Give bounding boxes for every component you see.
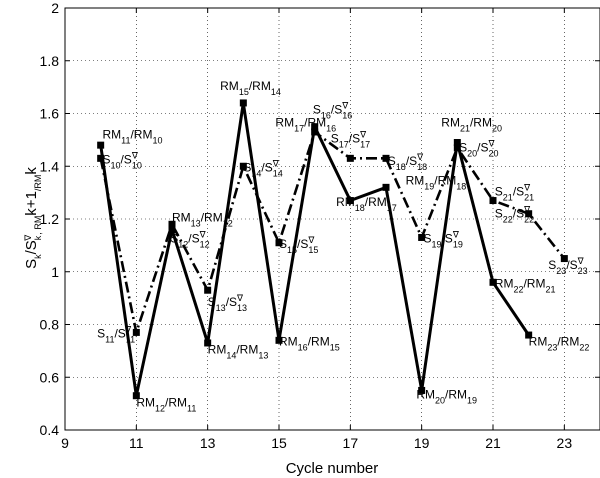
y-tick-label: 0.6 (40, 369, 60, 385)
data-marker (525, 210, 533, 218)
series-annotation: RM16/RM15 (279, 335, 340, 353)
data-marker (168, 220, 176, 228)
series-layer (97, 99, 568, 400)
data-marker (311, 123, 319, 131)
series-annotation: RM23/RM22 (529, 335, 590, 353)
data-marker (97, 141, 105, 149)
data-marker (453, 144, 461, 152)
x-tick-label: 11 (129, 435, 144, 451)
data-marker (168, 226, 176, 234)
data-marker (382, 154, 390, 162)
data-marker (97, 154, 105, 162)
x-tick-label: 21 (485, 435, 501, 451)
series-annotation: RM11/RM10 (102, 128, 162, 146)
series-annotation: S20/S20∇ (459, 139, 498, 159)
y-tick-label: 1.2 (40, 211, 60, 227)
data-marker (204, 339, 212, 347)
data-marker (453, 139, 461, 147)
axes-layer: 9 11 13 15 17 19 21 23 0.4 0.6 0.8 1 1.2 1.4 1.6 1.8 2 (40, 0, 600, 451)
data-marker (382, 183, 390, 191)
y-tick-label: 1.6 (40, 106, 60, 122)
series-line-2 (99, 129, 566, 338)
series-annotation: S11/S11∇ (97, 325, 135, 345)
data-marker (418, 386, 426, 394)
series-annotation: RM12/RM11 (136, 395, 196, 413)
series-annotation: RM21/RM20 (441, 116, 502, 134)
data-marker (132, 328, 140, 336)
series-annotation: RM17/RM16 (275, 116, 336, 134)
data-marker (346, 154, 354, 162)
series-annotation: RM20/RM19 (416, 387, 477, 405)
series-annotation: RM15/RM14 (220, 79, 281, 97)
series-annotation: S21/S21∇ (495, 182, 534, 202)
x-tick-label: 19 (414, 435, 430, 451)
series-annotation: RM18/RM17 (336, 195, 397, 213)
series-annotation: S16/S16∇ (313, 101, 352, 121)
annotation-layer: RM11/RM10 S10/S10∇ S11/S11∇ RM12/RM11 RM13/R… (97, 79, 589, 414)
data-marker (275, 336, 283, 344)
data-marker (346, 197, 354, 205)
y-tick-label: 0.8 (40, 317, 60, 333)
data-marker (275, 239, 283, 247)
data-marker (489, 278, 497, 286)
series-annotation: RM19/RM18 (406, 174, 467, 192)
y-tick-label: 0.4 (40, 422, 60, 438)
series-annotation: S15/S15∇ (279, 235, 318, 255)
series-annotation: S14/S14∇ (243, 159, 282, 179)
x-axis-label: Cycle number (286, 460, 379, 477)
series-annotation: S23/S23∇ (548, 256, 587, 276)
data-marker (239, 162, 247, 170)
x-tick-label: 15 (271, 435, 287, 451)
data-marker (525, 331, 533, 339)
series-annotation: RM13/RM12 (172, 211, 233, 229)
x-tick-label: 23 (557, 435, 573, 451)
data-marker (489, 197, 497, 205)
series-annotation: S13/S13∇ (208, 293, 247, 313)
x-tick-label: 13 (200, 435, 216, 451)
x-tick-label: 17 (343, 435, 359, 451)
data-marker (418, 233, 426, 241)
data-marker (239, 99, 247, 107)
series-annotation: S12/S12∇ (170, 230, 209, 250)
data-marker (204, 286, 212, 294)
series-annotation: S19/S19∇ (423, 230, 462, 250)
data-marker (311, 128, 319, 136)
series-annotation: RM14/RM13 (208, 343, 269, 361)
x-tick-label: 9 (61, 435, 69, 451)
y-tick-label: 1 (51, 264, 59, 280)
series-annotation: S10/S10∇ (102, 151, 141, 171)
y-tick-label: 1.8 (40, 53, 60, 69)
series-annotation: S17/S17∇ (331, 130, 370, 150)
series-annotation: S18/S18∇ (388, 152, 427, 172)
y-tick-label: 2 (51, 0, 59, 16)
series-annotation: RM22/RM21 (495, 277, 556, 295)
y-axis-label: Sk/Sk∇, RMk+1/RMk (23, 167, 43, 269)
y-tick-label: 1.4 (40, 158, 60, 174)
data-marker (560, 255, 568, 263)
series-annotation: S22/S22∇ (495, 205, 534, 225)
data-marker (132, 392, 140, 400)
